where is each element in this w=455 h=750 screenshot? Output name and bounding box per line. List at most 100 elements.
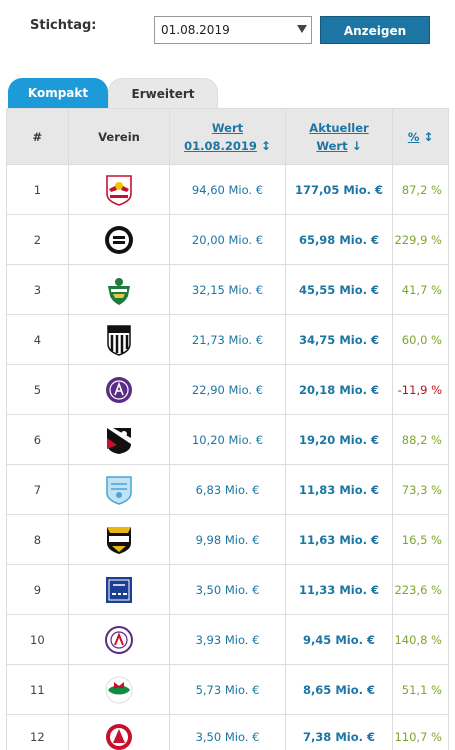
rank-cell: 3 <box>7 265 69 314</box>
current-value-cell: 8,65 Mio. € <box>286 665 394 714</box>
show-button[interactable]: Anzeigen <box>320 16 430 44</box>
value-cell: 3,50 Mio. € <box>170 715 286 750</box>
percent-cell: 41,7 % <box>401 282 442 297</box>
sort-down-icon[interactable]: ↓ <box>351 138 362 153</box>
current-value-cell: 45,55 Mio. € <box>286 265 394 314</box>
percent-cell: 16,5 % <box>401 532 442 547</box>
percent-cell: 110,7 % <box>394 730 442 744</box>
club-cell[interactable] <box>69 665 171 714</box>
club-cell[interactable] <box>69 215 171 264</box>
table-row: 2 20,00 Mio. € 65,98 Mio. € 229,9 % <box>7 215 448 265</box>
value-cell: 9,98 Mio. € <box>170 515 286 564</box>
value-cell: 20,00 Mio. € <box>170 215 286 264</box>
header-current-line2[interactable]: Wert <box>316 138 348 153</box>
value-cell: 5,73 Mio. € <box>170 665 286 714</box>
club-cell[interactable] <box>69 165 171 214</box>
value-cell: 22,90 Mio. € <box>170 365 286 414</box>
rank-cell: 4 <box>7 315 69 364</box>
current-value-cell: 34,75 Mio. € <box>286 315 394 364</box>
austria-klagenfurt-crest[interactable] <box>104 624 134 656</box>
tsv-hartberg-crest[interactable] <box>104 474 134 506</box>
rank-cell: 12 <box>7 715 69 750</box>
header-percent-sort[interactable]: % ↕ <box>393 109 448 164</box>
header-current-line1[interactable]: Aktueller <box>309 120 369 135</box>
table-row: 10 3,93 Mio. € 9,45 Mio. € 140,8 % <box>7 615 448 665</box>
rank-cell: 6 <box>7 415 69 464</box>
reference-date-select[interactable]: 01.08.2019 <box>154 16 312 44</box>
filter-bar: Stichtag: 01.08.2019 Anzeigen <box>0 0 455 70</box>
value-cell: 21,73 Mio. € <box>170 315 286 364</box>
club-cell[interactable] <box>69 465 171 514</box>
table-row: 3 32,15 Mio. € 45,55 Mio. € 41,7 % <box>7 265 448 315</box>
percent-cell: 87,2 % <box>401 182 442 197</box>
lask-crest[interactable] <box>104 324 134 356</box>
header-value-line1[interactable]: Wert <box>211 120 244 135</box>
club-cell[interactable] <box>69 265 171 314</box>
sort-both-icon[interactable]: ↕ <box>423 129 434 144</box>
percent-cell: 229,9 % <box>394 232 442 247</box>
tab-compact[interactable]: Kompakt <box>8 78 108 108</box>
percent-cell: 51,1 % <box>401 682 442 697</box>
tab-extended[interactable]: Erweitert <box>108 78 218 108</box>
sturm-graz-crest[interactable] <box>104 224 134 256</box>
table-row: 1 94,60 Mio. € 177,05 Mio. € 87,2 % <box>7 165 448 215</box>
header-current-value-sort[interactable]: Aktueller Wert ↓ <box>286 109 394 164</box>
fc-blau-weiss-linz-crest[interactable] <box>104 574 134 606</box>
header-value-line2[interactable]: 01.08.2019 <box>184 138 257 153</box>
percent-cell: 223,6 % <box>394 582 442 597</box>
sort-both-icon[interactable]: ↕ <box>260 138 271 153</box>
rank-cell: 7 <box>7 465 69 514</box>
table-row: 12 3,50 Mio. € 7,38 Mio. € 110,7 % <box>7 715 448 750</box>
austria-lustenau-crest[interactable] <box>104 721 134 750</box>
reference-date-value: 01.08.2019 <box>161 23 230 37</box>
rank-cell: 11 <box>7 665 69 714</box>
market-value-table: # Verein Wert 01.08.2019 ↕ Aktueller Wer… <box>6 108 449 750</box>
percent-cell: 88,2 % <box>401 432 442 447</box>
header-rank: # <box>7 109 69 164</box>
scr-altach-crest[interactable] <box>104 524 134 556</box>
header-club: Verein <box>69 109 171 164</box>
club-cell[interactable] <box>69 565 171 614</box>
current-value-cell: 177,05 Mio. € <box>286 165 394 214</box>
header-value-sort[interactable]: Wert 01.08.2019 ↕ <box>170 109 286 164</box>
value-cell: 10,20 Mio. € <box>170 415 286 464</box>
rank-cell: 2 <box>7 215 69 264</box>
wsg-tirol-crest[interactable] <box>104 674 134 706</box>
club-cell[interactable] <box>69 365 171 414</box>
club-cell[interactable] <box>69 315 171 364</box>
current-value-cell: 11,63 Mio. € <box>286 515 394 564</box>
rank-cell: 1 <box>7 165 69 214</box>
table-row: 8 9,98 Mio. € 11,63 Mio. € 16,5 % <box>7 515 448 565</box>
rank-cell: 9 <box>7 565 69 614</box>
current-value-cell: 9,45 Mio. € <box>286 615 394 664</box>
red-bull-salzburg-crest[interactable] <box>104 174 134 206</box>
club-cell[interactable] <box>69 415 171 464</box>
percent-cell: 60,0 % <box>401 332 442 347</box>
header-percent[interactable]: % <box>407 129 420 144</box>
table-row: 5 22,90 Mio. € 20,18 Mio. € -11,9 % <box>7 365 448 415</box>
current-value-cell: 11,83 Mio. € <box>286 465 394 514</box>
austria-wien-crest[interactable] <box>104 374 134 406</box>
wolfsberger-ac-crest[interactable] <box>104 424 134 456</box>
table-row: 4 21,73 Mio. € 34,75 Mio. € 60,0 % <box>7 315 448 365</box>
value-cell: 3,50 Mio. € <box>170 565 286 614</box>
percent-cell: 140,8 % <box>394 632 442 647</box>
table-row: 11 5,73 Mio. € 8,65 Mio. € 51,1 % <box>7 665 448 715</box>
view-tabs: Kompakt Erweitert <box>0 76 455 108</box>
club-cell[interactable] <box>69 715 171 750</box>
current-value-cell: 65,98 Mio. € <box>286 215 394 264</box>
table-row: 7 6,83 Mio. € 11,83 Mio. € 73,3 % <box>7 465 448 515</box>
percent-cell: -11,9 % <box>397 382 442 397</box>
rapid-wien-crest[interactable] <box>104 274 134 306</box>
table-header-row: # Verein Wert 01.08.2019 ↕ Aktueller Wer… <box>7 109 448 165</box>
rank-cell: 5 <box>7 365 69 414</box>
reference-date-label: Stichtag: <box>30 18 97 33</box>
rank-cell: 10 <box>7 615 69 664</box>
table-row: 6 10,20 Mio. € 19,20 Mio. € 88,2 % <box>7 415 448 465</box>
rank-cell: 8 <box>7 515 69 564</box>
dropdown-arrow-icon <box>297 25 307 33</box>
club-cell[interactable] <box>69 515 171 564</box>
value-cell: 6,83 Mio. € <box>170 465 286 514</box>
club-cell[interactable] <box>69 615 171 664</box>
current-value-cell: 11,33 Mio. € <box>286 565 394 614</box>
